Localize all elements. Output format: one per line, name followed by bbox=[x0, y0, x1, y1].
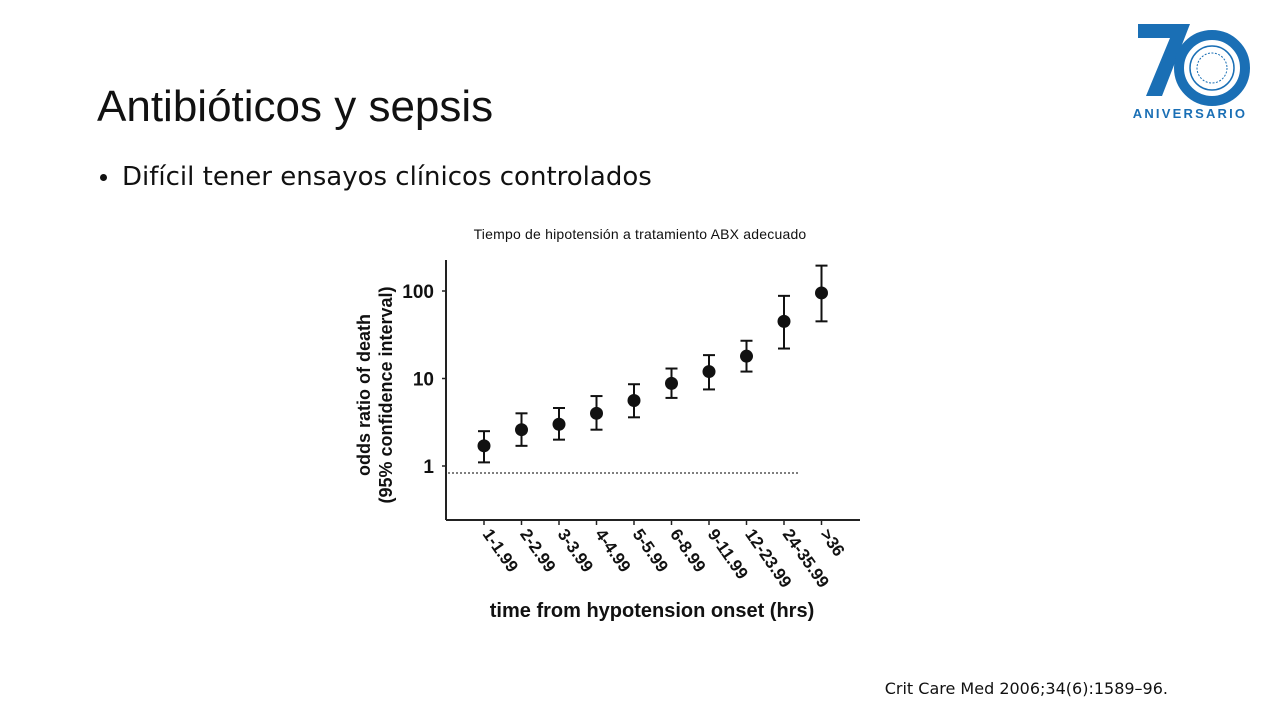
data-point bbox=[477, 439, 491, 453]
data-point bbox=[590, 406, 603, 420]
bullet-dot bbox=[100, 173, 107, 181]
bullet-item: Difícil tener ensayos clínicos controlad… bbox=[100, 162, 652, 192]
logo-seven bbox=[1138, 24, 1190, 96]
x-tick-label: 6-8.99 bbox=[666, 525, 709, 575]
logo-seal-inner bbox=[1196, 52, 1228, 84]
chart-caption: Tiempo de hipotensión a tratamiento ABX … bbox=[473, 226, 807, 242]
data-point bbox=[627, 394, 641, 408]
data-point bbox=[552, 417, 566, 431]
x-tick-label: 2-2.99 bbox=[516, 525, 559, 575]
y-axis-label-line: odds ratio of death bbox=[354, 314, 374, 476]
data-point bbox=[740, 349, 753, 363]
slide-title: Antibióticos y sepsis bbox=[97, 82, 494, 131]
x-tick-label: >36 bbox=[816, 525, 848, 560]
y-tick-label: 10 bbox=[413, 370, 434, 391]
x-tick-label: 5-5.99 bbox=[629, 525, 672, 575]
data-point bbox=[777, 314, 791, 328]
data-point bbox=[815, 286, 828, 300]
y-axis-label-line: (95% confidence interval) bbox=[376, 286, 396, 503]
y-tick-label: 100 bbox=[402, 282, 434, 303]
x-tick-label: 1-1.99 bbox=[479, 525, 522, 575]
anniversary-logo: ANIVERSARIO bbox=[1133, 24, 1250, 121]
y-tick-label: 1 bbox=[423, 457, 434, 478]
data-point bbox=[665, 376, 678, 390]
logo-text: ANIVERSARIO bbox=[1133, 106, 1248, 121]
x-tick-label: 4-4.99 bbox=[591, 525, 634, 575]
y-axis-label: odds ratio of death (95% confidence inter… bbox=[354, 286, 396, 503]
x-tick-label: 3-3.99 bbox=[554, 525, 597, 575]
data-point bbox=[702, 365, 716, 379]
citation: Crit Care Med 2006;34(6):1589–96. bbox=[884, 679, 1168, 698]
logo-zero-ring bbox=[1174, 30, 1250, 106]
x-axis-label: time from hypotension onset (hrs) bbox=[490, 600, 814, 622]
odds-ratio-chart: 1 10 100 1-1.992-2.993-3.994-4.995-5.996-8.… bbox=[354, 260, 860, 622]
data-point bbox=[515, 423, 528, 437]
logo-seal bbox=[1189, 45, 1235, 91]
bullet-text: Difícil tener ensayos clínicos controlad… bbox=[122, 162, 652, 192]
